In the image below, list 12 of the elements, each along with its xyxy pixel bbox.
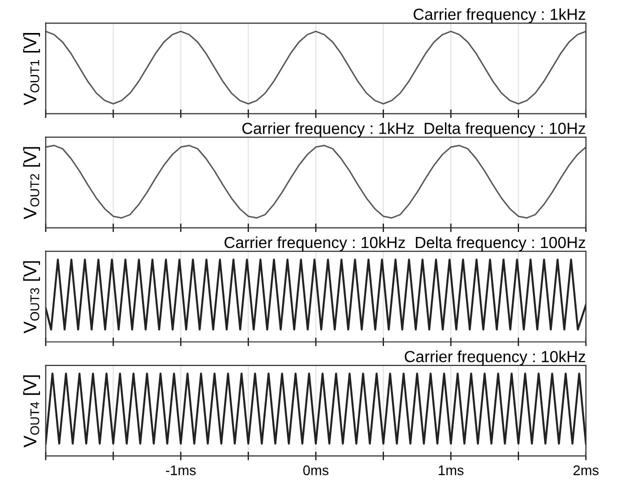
x-tick-label: -1ms: [166, 466, 196, 476]
x-tick-label: 0ms: [303, 465, 328, 476]
x-tick-label: 1ms: [438, 466, 464, 476]
y-axis-title: V$_{OUT2}$ [V]: [23, 147, 40, 220]
x-tick-label: 2ms: [574, 465, 599, 476]
y-axis-title: V$_{OUT4}$ [V]: [23, 375, 40, 448]
chart-title: Carrier frequency : 1kHz Delta frequency : 10Hz: [242, 122, 586, 138]
chart-title: Carrier frequency : 1kHz: [414, 8, 586, 24]
y-axis-title: V$_{OUT3}$ [V]: [23, 261, 40, 334]
chart-title: Carrier frequency : 10kHz: [404, 350, 586, 366]
chart-title: Carrier frequency : 10kHz Delta frequency : 100Hz: [224, 236, 586, 252]
y-axis-title: V$_{OUT1}$ [V]: [23, 33, 40, 106]
